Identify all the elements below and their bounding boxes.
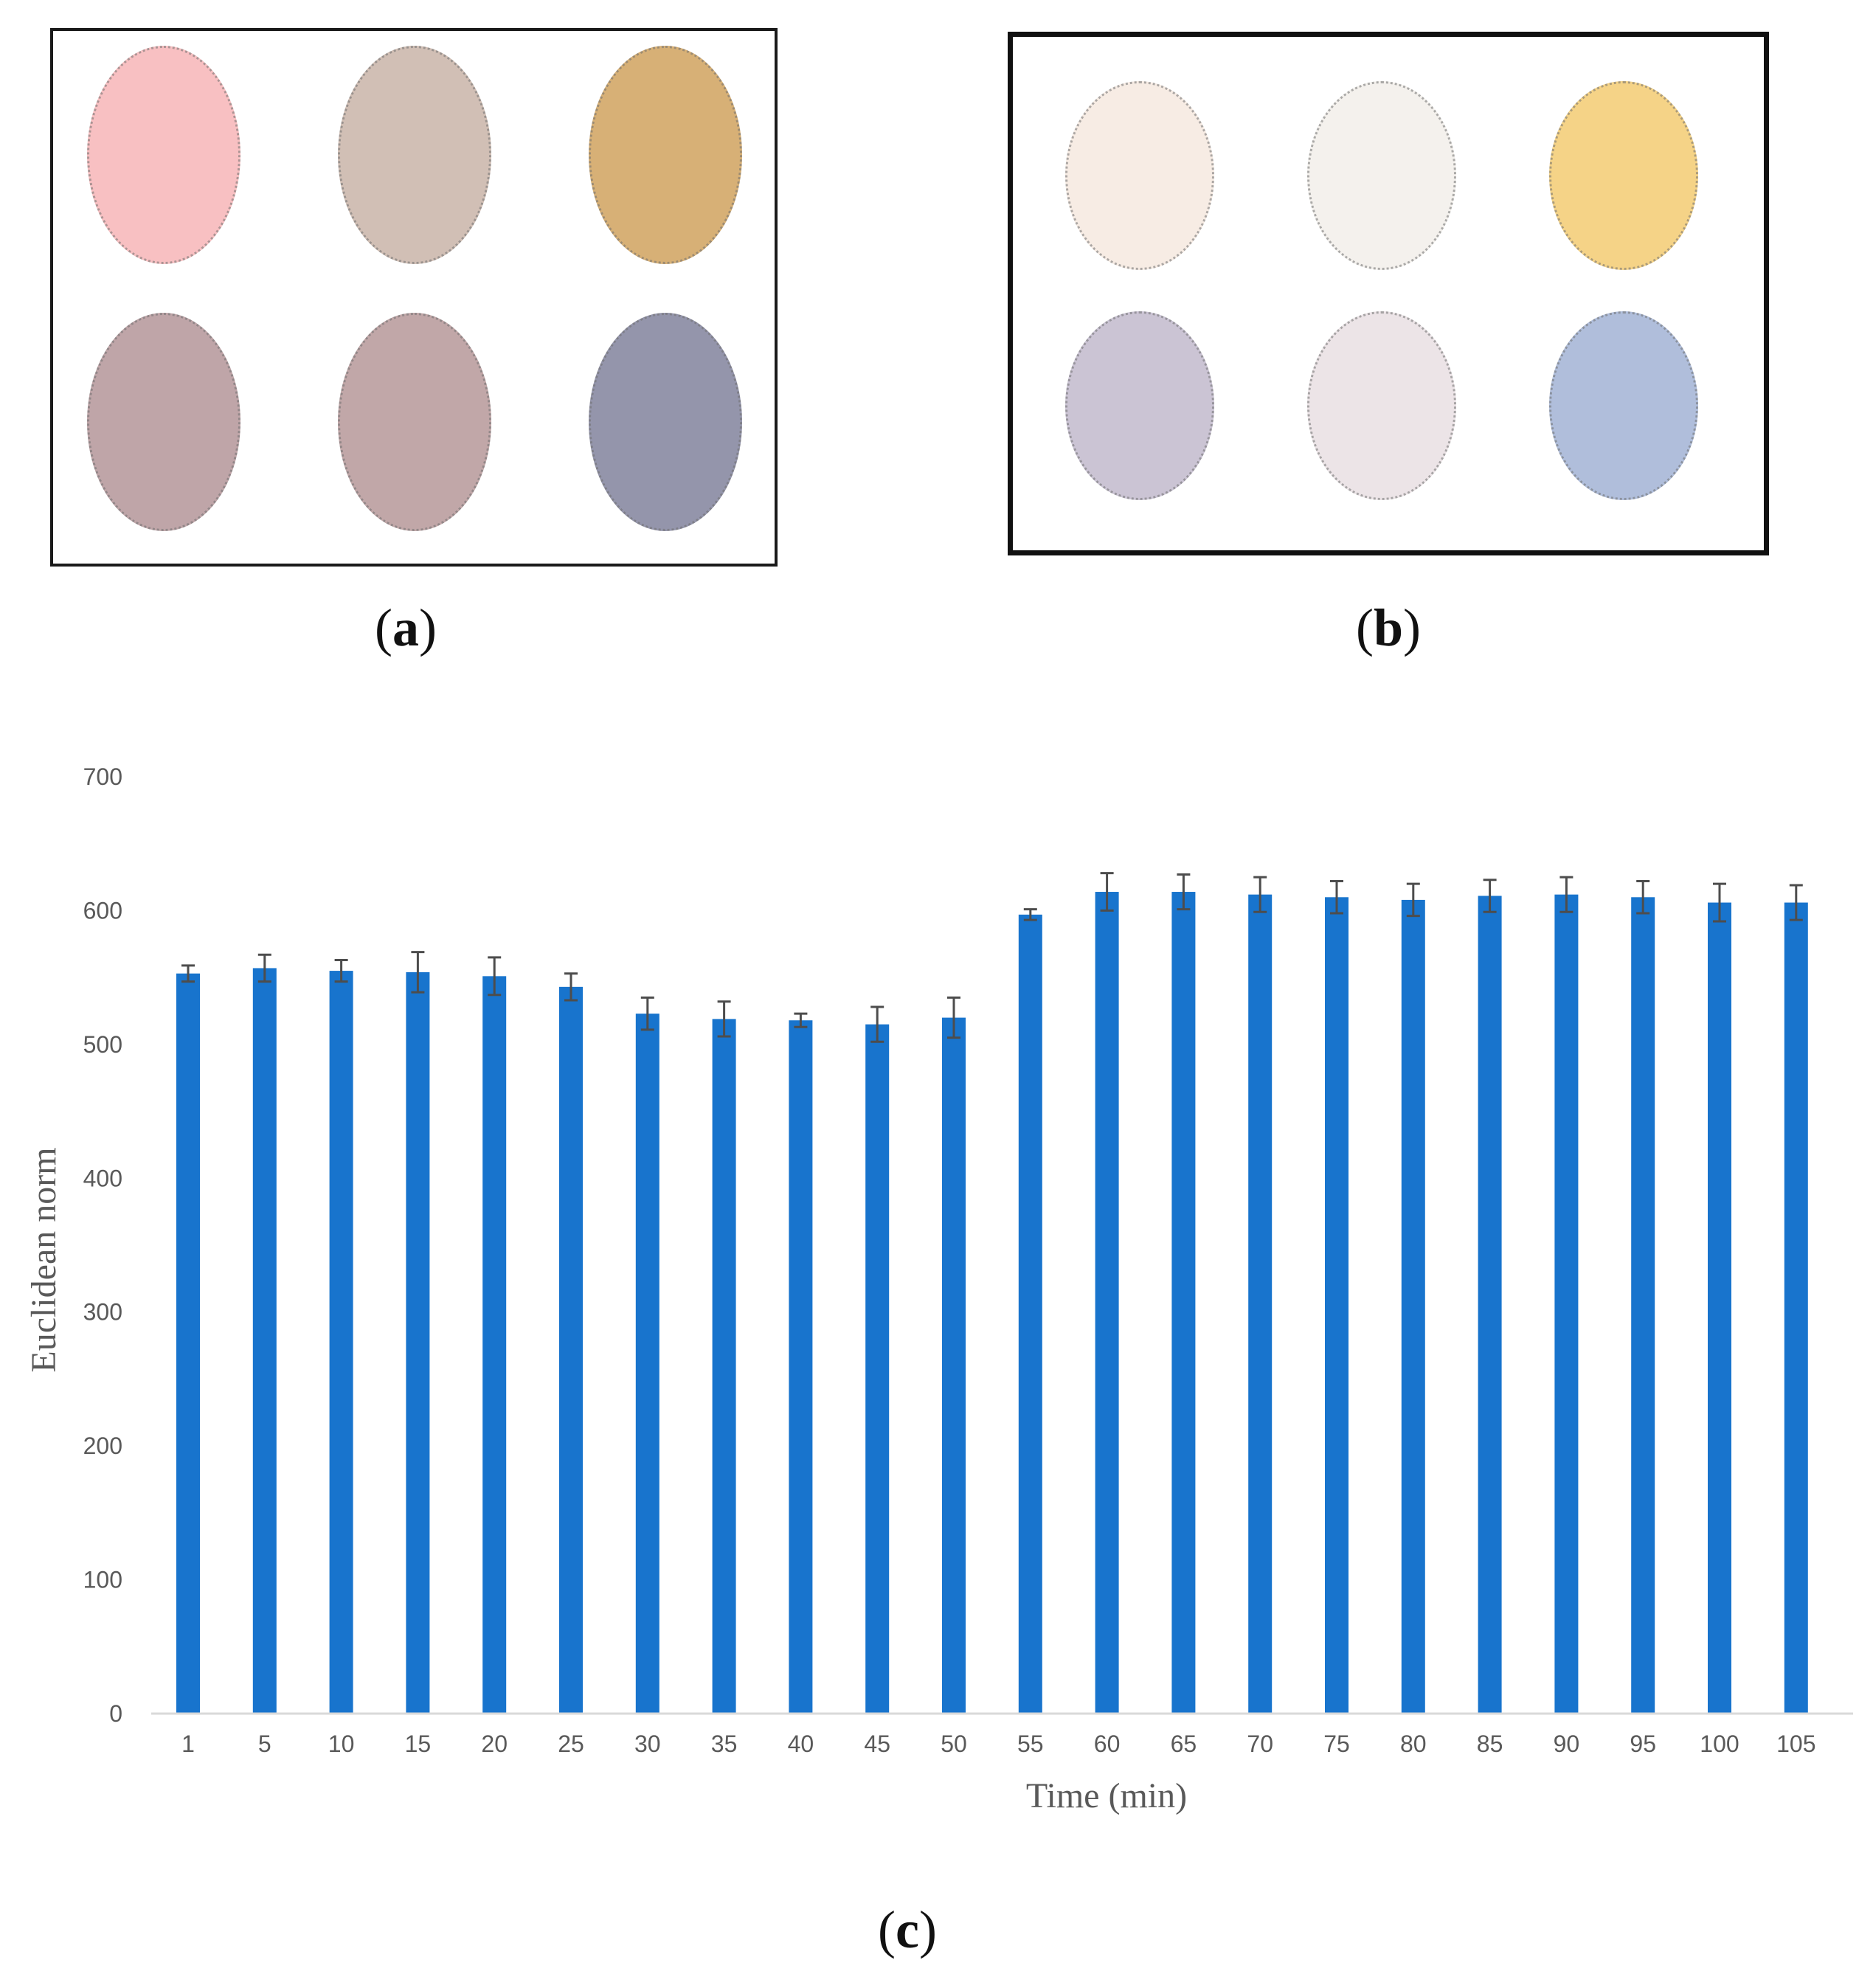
bar-series (176, 892, 1808, 1714)
panel-a-spot-1 (87, 46, 240, 264)
y-tick-label: 100 (83, 1567, 122, 1593)
bar (1478, 896, 1502, 1714)
bar (1631, 897, 1655, 1714)
error-bar (1636, 880, 1650, 915)
bar (559, 986, 583, 1714)
y-tick-label: 700 (83, 763, 122, 790)
error-bar (1406, 882, 1420, 918)
error-bar (181, 964, 195, 983)
panel-b-spot-6 (1549, 311, 1698, 500)
error-bar (717, 1000, 731, 1038)
error-bar (1789, 884, 1803, 921)
bar (1325, 897, 1349, 1714)
bar (1171, 892, 1196, 1714)
x-tick-label: 15 (405, 1731, 432, 1757)
panel-c-label: (c) (878, 1900, 937, 1959)
panel-b-spot-3 (1549, 81, 1698, 270)
panel-a-spot-array (50, 28, 778, 567)
x-tick-label: 45 (864, 1731, 890, 1757)
x-tick-label: 35 (711, 1731, 738, 1757)
x-tick-label: 95 (1630, 1731, 1656, 1757)
y-tick-label: 600 (83, 897, 122, 924)
y-tick-label: 500 (83, 1031, 122, 1058)
bar (1784, 902, 1808, 1714)
error-bar (1559, 876, 1573, 913)
panel-b-spot-4 (1065, 311, 1214, 500)
error-bar (488, 956, 502, 997)
x-tick-label: 70 (1247, 1731, 1273, 1757)
panel-b-spot-1 (1065, 81, 1214, 270)
bar (1554, 894, 1579, 1714)
x-tick-label: 85 (1477, 1731, 1503, 1757)
bar (789, 1020, 813, 1714)
panel-a-label: (a) (375, 598, 437, 657)
panel-b-spot-5 (1307, 311, 1456, 500)
x-tick-label: 90 (1554, 1731, 1580, 1757)
x-tick-label: 1 (181, 1731, 195, 1757)
panel-a-spot-4 (87, 313, 240, 531)
y-tick-label: 300 (83, 1299, 122, 1326)
x-axis-ticks: 1 5 10 15 20 25 30 35 40 45 50 55 60 65 70 75 80 85 90 95 10… (181, 1731, 1815, 1757)
bar (1708, 902, 1731, 1714)
x-tick-label: 50 (941, 1731, 967, 1757)
y-tick-label: 0 (109, 1700, 122, 1727)
bar (1248, 894, 1273, 1714)
x-tick-label: 20 (481, 1731, 508, 1757)
x-tick-label: 75 (1323, 1731, 1350, 1757)
y-axis-title: Euclidean norm (24, 1147, 63, 1372)
error-bars (181, 872, 1803, 1043)
error-bar (870, 1005, 884, 1043)
bar (865, 1024, 890, 1714)
error-bar (1253, 876, 1267, 913)
x-tick-label: 55 (1017, 1731, 1044, 1757)
x-tick-label: 105 (1776, 1731, 1815, 1757)
y-axis-ticks: 0 100 200 300 400 500 600 700 (83, 763, 122, 1727)
x-tick-label: 65 (1171, 1731, 1197, 1757)
error-bar (1023, 908, 1037, 921)
error-bar (411, 951, 425, 994)
bar (635, 1014, 659, 1714)
bar (1095, 892, 1119, 1714)
bar (406, 972, 430, 1714)
error-bar (1713, 882, 1726, 923)
panel-a-spot-5 (338, 313, 491, 531)
error-bar (1483, 879, 1497, 913)
bar (176, 973, 200, 1714)
error-bar (564, 972, 578, 1002)
error-bar (1330, 880, 1343, 915)
y-tick-label: 200 (83, 1433, 122, 1459)
bar (252, 968, 277, 1714)
x-tick-label: 5 (258, 1731, 271, 1757)
error-bar (640, 996, 654, 1031)
bar (712, 1019, 736, 1714)
x-tick-label: 40 (788, 1731, 814, 1757)
panel-b-spot-2 (1307, 81, 1456, 270)
panel-a-spot-3 (589, 46, 742, 264)
x-axis-title: Time (min) (1026, 1776, 1187, 1815)
y-tick-label: 400 (83, 1165, 122, 1191)
bar (482, 976, 507, 1714)
bar (1018, 914, 1042, 1714)
bar (1401, 899, 1425, 1714)
panel-b-label: (b) (1355, 598, 1421, 657)
panel-a-spot-6 (589, 313, 742, 531)
error-bar (947, 996, 960, 1039)
bar (329, 971, 353, 1714)
error-bar (1177, 873, 1191, 911)
error-bar (334, 959, 348, 983)
x-tick-label: 100 (1700, 1731, 1739, 1757)
x-tick-label: 80 (1400, 1731, 1427, 1757)
x-tick-label: 25 (558, 1731, 584, 1757)
x-tick-label: 30 (634, 1731, 661, 1757)
x-tick-label: 60 (1094, 1731, 1121, 1757)
x-tick-label: 10 (328, 1731, 355, 1757)
bar (942, 1017, 966, 1714)
error-bar (1100, 872, 1114, 912)
error-bar (794, 1012, 808, 1028)
error-bar (257, 953, 271, 983)
panel-b-spot-array (1008, 32, 1769, 555)
panel-a-spot-2 (338, 46, 491, 264)
